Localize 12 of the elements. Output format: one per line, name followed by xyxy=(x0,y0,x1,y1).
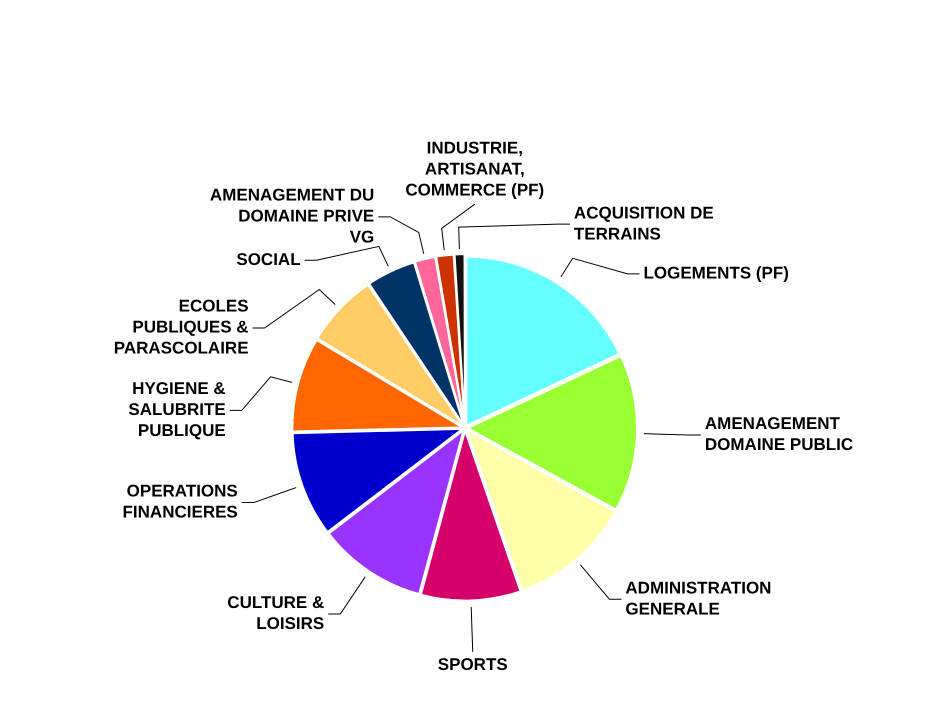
slice-label: CULTURE & LOISIRS xyxy=(227,593,324,634)
slice-label: ACQUISITION DE TERRAINS xyxy=(574,203,714,244)
slice-label: OPERATIONS FINANCIERES xyxy=(122,482,238,522)
slice-label: SPORTS xyxy=(438,655,508,674)
slice-label: LOGEMENTS (PF) xyxy=(644,264,789,283)
slice-label: INDUSTRIE, ARTISANAT, COMMERCE (PF) xyxy=(405,138,544,200)
slice-label: ECOLES PUBLIQUES & PARASCOLAIRE xyxy=(114,296,249,358)
slice-label: AMENAGEMENT DOMAINE PUBLIC xyxy=(704,414,854,454)
slice-label: HYGIENE & SALUBRITE PUBLIQUE xyxy=(128,379,226,440)
slice-label: AMENAGEMENT DU DOMAINE PRIVE VG xyxy=(210,186,374,247)
slice-label: ADMINISTRATION GENERALE xyxy=(625,578,772,618)
slice-label: SOCIAL xyxy=(236,250,301,269)
